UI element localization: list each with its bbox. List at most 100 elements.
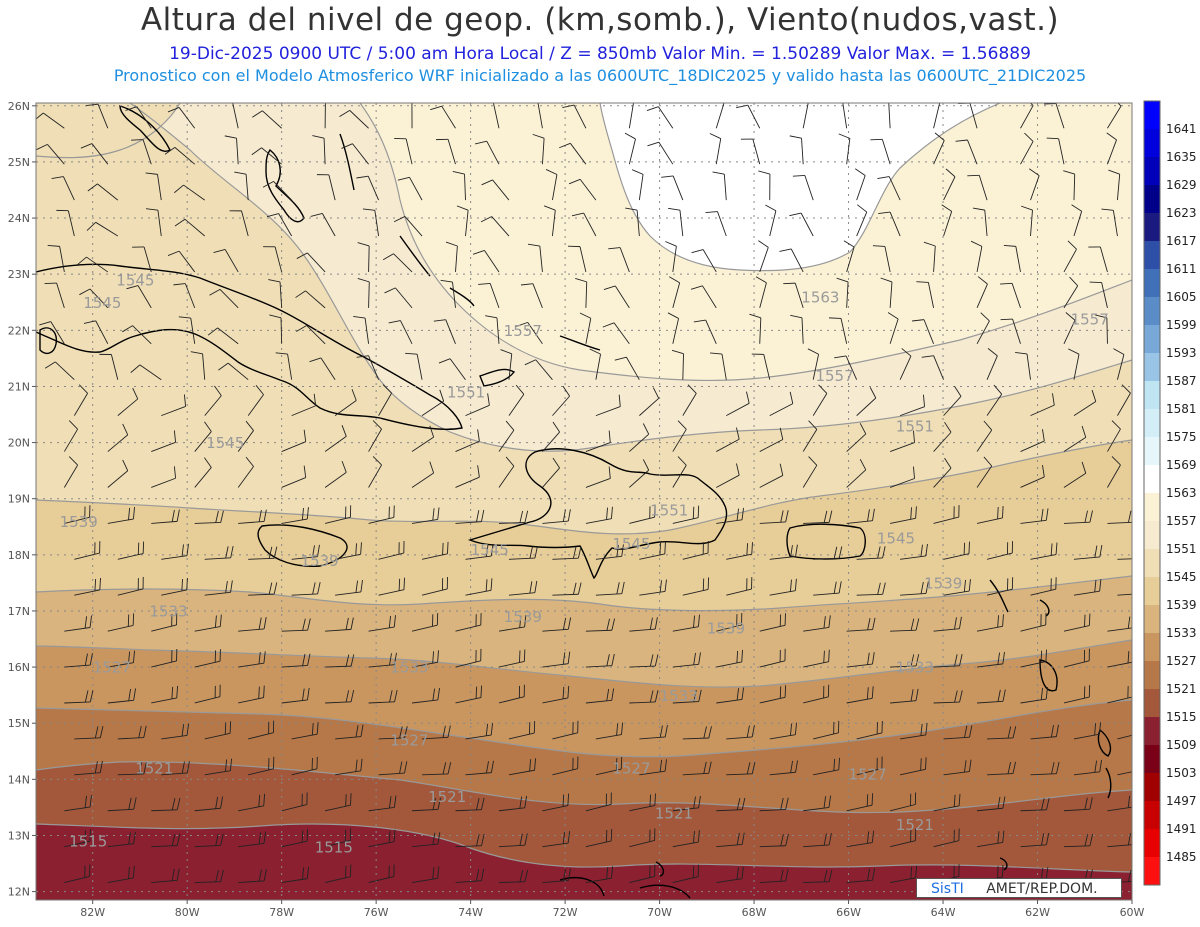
wind-barb — [281, 829, 309, 848]
wind-barb — [943, 168, 956, 201]
wind-barb — [647, 141, 674, 165]
wind-barb — [1107, 456, 1121, 488]
wind-barb — [508, 758, 537, 776]
colorbar-level-label: 1503 — [1166, 766, 1197, 780]
colorbar-swatch — [1144, 269, 1160, 297]
lat-tick-label: 16N — [8, 661, 30, 674]
wind-barb — [769, 544, 798, 560]
wind-barb — [1000, 318, 1021, 344]
wind-barb — [378, 761, 408, 776]
colorbar: 1641 1635 1629 1623 1617 1611 1605 1599 1593 1587… — [1143, 100, 1197, 886]
wind-barb — [759, 797, 789, 812]
wind-barb — [888, 103, 891, 129]
wind-barb — [455, 648, 482, 668]
wind-barb — [378, 541, 405, 560]
wind-barb — [976, 651, 1005, 668]
contour-label: 1527 — [849, 765, 887, 783]
colorbar-level-label: 1551 — [1166, 542, 1197, 556]
wind-barb — [341, 143, 369, 165]
wind-barb — [716, 687, 744, 704]
wind-barb — [943, 579, 971, 596]
contour-label: 1545 — [877, 530, 915, 548]
wind-barb — [589, 348, 602, 380]
map-subtitle-model-run: Pronostico con el Modelo Atmosferico WRF… — [113, 66, 1087, 85]
wind-barb — [846, 868, 876, 884]
wind-barb — [769, 722, 797, 740]
colorbar-swatch — [1144, 185, 1160, 213]
wind-barb — [472, 249, 500, 273]
wind-barb — [890, 865, 918, 884]
lon-tick-label: 60W — [1120, 906, 1145, 919]
colorbar-level-label: 1641 — [1166, 122, 1197, 136]
wind-barb — [967, 174, 988, 201]
colorbar-level-label: 1575 — [1166, 430, 1197, 444]
wind-barb — [856, 546, 886, 560]
wind-barb — [411, 832, 441, 848]
wind-barb — [1046, 137, 1065, 165]
wind-barb — [325, 864, 352, 884]
credit-box: SisTI AMET/REP.DOM. — [916, 878, 1122, 898]
wind-barb — [194, 684, 221, 704]
wind-barb — [356, 355, 379, 380]
wind-barb — [941, 204, 953, 237]
wind-barb — [976, 420, 993, 452]
wind-barb — [1020, 508, 1049, 524]
wind-barb — [1000, 282, 1021, 309]
wind-barb — [498, 833, 528, 848]
lon-tick-label: 62W — [1025, 906, 1050, 919]
wind-barb — [629, 864, 656, 884]
colorbar-level-label: 1605 — [1166, 290, 1197, 304]
wind-barb — [1107, 103, 1122, 129]
wind-barb — [559, 142, 587, 165]
contour-label: 1539 — [301, 552, 339, 570]
wind-barb — [614, 356, 640, 380]
wind-barb — [890, 792, 917, 812]
wind-barb — [126, 285, 152, 309]
wind-barb — [252, 110, 282, 129]
wind-barb — [251, 147, 282, 165]
wind-barb — [335, 724, 364, 740]
wind-barb — [646, 106, 674, 129]
wind-barb — [545, 169, 558, 201]
wind-barb — [335, 579, 363, 596]
wind-barb — [595, 722, 624, 740]
wind-barb — [1107, 420, 1121, 452]
wind-barb — [368, 456, 382, 488]
wind-barb — [542, 509, 571, 524]
wind-barb — [357, 278, 370, 308]
wind-barb — [498, 420, 515, 452]
colorbar-swatch — [1144, 521, 1160, 549]
wind-barb — [74, 726, 104, 740]
wind-barb — [117, 762, 147, 776]
wind-barb — [238, 831, 267, 848]
wind-barb — [790, 314, 804, 344]
wind-barb — [74, 577, 101, 596]
wind-barb — [378, 726, 408, 740]
wind-barb — [456, 205, 469, 237]
wind-barb — [890, 654, 920, 668]
wind-barb — [107, 865, 135, 884]
wind-barb — [629, 505, 656, 524]
wind-barb — [99, 353, 119, 380]
colorbar-level-label: 1563 — [1166, 486, 1197, 500]
contour-label: 1521 — [428, 788, 466, 806]
wind-barb — [248, 546, 278, 560]
contour-label: 1527 — [93, 659, 131, 677]
wind-barb — [933, 690, 963, 704]
wind-barb — [151, 797, 181, 812]
wind-barb — [595, 394, 621, 417]
wind-barb — [758, 170, 771, 201]
contour-label: 1515 — [69, 833, 107, 851]
wind-barb — [1117, 734, 1132, 740]
wind-barb — [672, 456, 687, 488]
contour-label: 1545 — [612, 535, 650, 553]
wind-barb — [836, 277, 849, 308]
wind-barb — [465, 760, 494, 776]
wind-barb — [628, 103, 634, 129]
wind-barb — [508, 721, 536, 740]
wind-barb — [668, 207, 684, 237]
wind-barb — [1063, 648, 1090, 668]
wind-barb — [524, 359, 553, 380]
wind-barb — [411, 687, 440, 704]
lon-tick-label: 68W — [742, 906, 767, 919]
